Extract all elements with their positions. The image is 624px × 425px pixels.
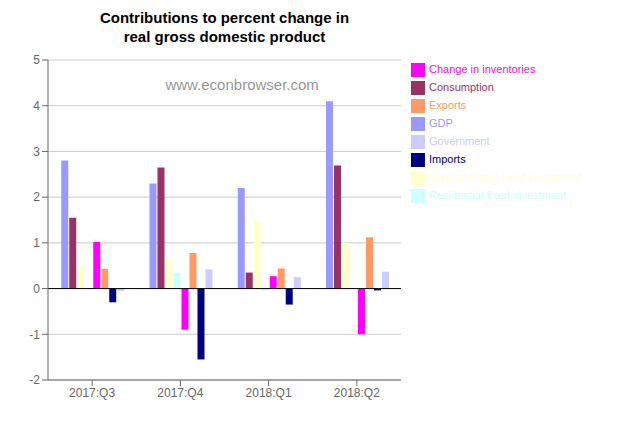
- svg-text:1: 1: [33, 236, 40, 250]
- html-text:Contributions to percent chang: Contributions to percent change in: [99, 9, 350, 26]
- svg-text:-2: -2: [29, 373, 40, 387]
- html-text:Residential fixed investment: Residential fixed investment: [429, 189, 566, 201]
- svg-text:2018:Q1: 2018:Q1: [246, 386, 292, 400]
- svg-text:2018:Q2: 2018:Q2: [334, 386, 380, 400]
- svg-text:3: 3: [33, 145, 40, 159]
- html-text:www.econbrowser.com: www.econbrowser.com: [165, 76, 319, 93]
- html-text:real gross domestic product: real gross domestic product: [123, 28, 326, 45]
- html-text:Imports: Imports: [429, 153, 466, 165]
- svg-text:-1: -1: [29, 328, 40, 342]
- svg-text:2: 2: [33, 190, 40, 204]
- html-text:Nonresidential fixed investmen: Nonresidential fixed investment: [429, 171, 582, 183]
- svg-text:2017:Q4: 2017:Q4: [157, 386, 203, 400]
- svg-text:5: 5: [33, 53, 40, 67]
- html-text:Change in inventories: Change in inventories: [429, 63, 536, 75]
- html-text:Government: Government: [429, 135, 490, 147]
- html-text:Exports: Exports: [429, 99, 467, 111]
- html-text:GDP: GDP: [429, 117, 453, 129]
- svg-text:2017:Q3: 2017:Q3: [69, 386, 115, 400]
- svg-text:4: 4: [33, 99, 40, 113]
- html-text:Consumption: Consumption: [429, 81, 494, 93]
- svg-text:0: 0: [33, 282, 40, 296]
